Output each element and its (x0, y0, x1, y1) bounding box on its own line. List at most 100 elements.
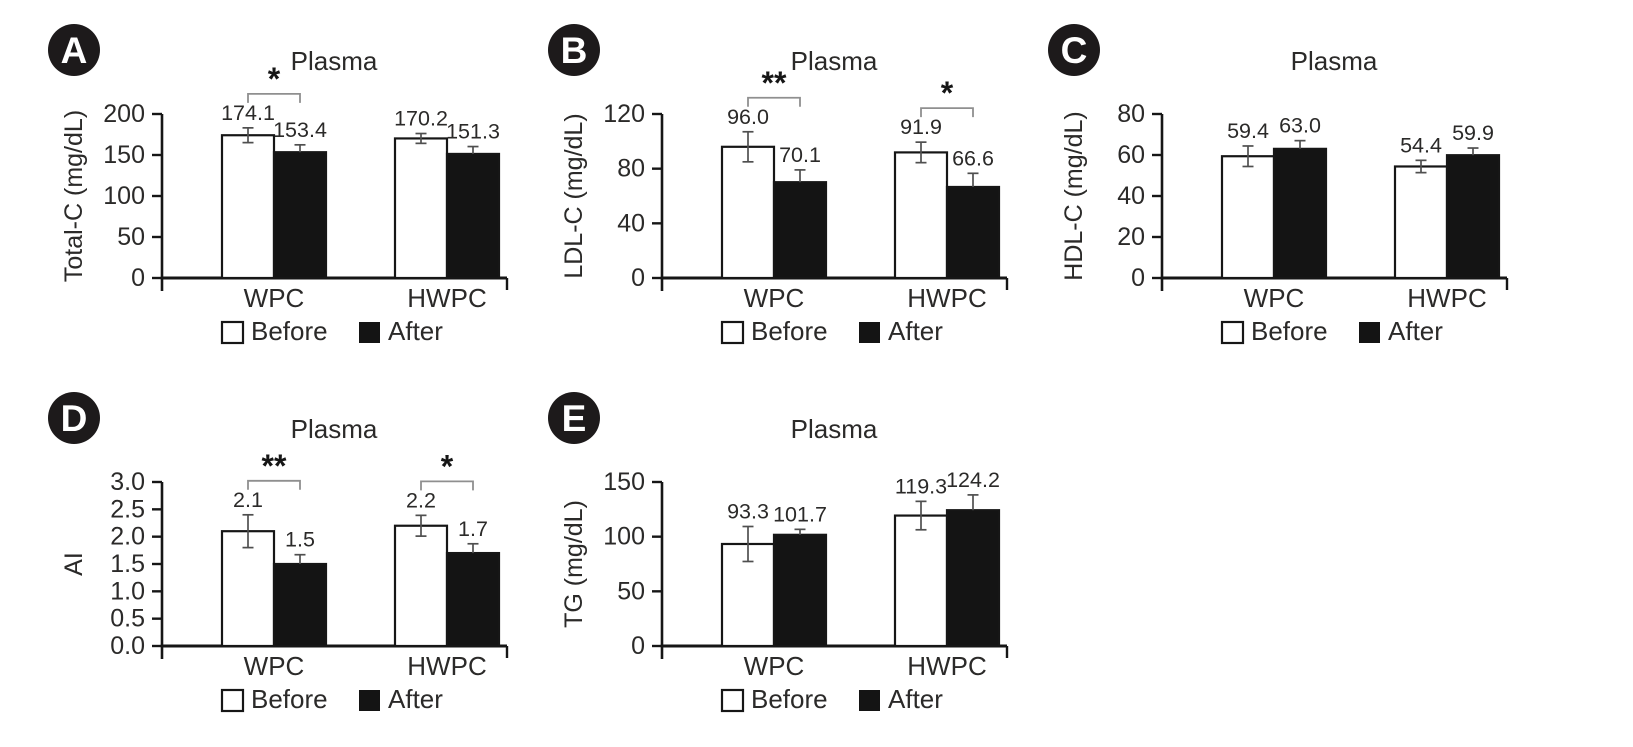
y-tick-label: 60 (1117, 141, 1145, 169)
panel-badge-letter: D (61, 398, 88, 439)
chart-title: Plasma (791, 414, 878, 444)
bar-before-wpc (220, 530, 276, 648)
value-label: 174.1 (221, 101, 275, 125)
value-label: 63.0 (1279, 114, 1321, 138)
legend-swatch-before (220, 320, 245, 345)
panel-a-total-c: A Plasma 0 50 100 150 200 Total-C (mg/dL) 174.1 1… (22, 6, 532, 372)
legend-label-before: Before (751, 684, 828, 714)
legend-label-before: Before (751, 316, 828, 346)
legend-label-before: Before (251, 684, 328, 714)
legend-label-after: After (888, 316, 943, 346)
y-tick-label: 20 (1117, 223, 1145, 251)
y-tick-label: 2.0 (110, 523, 145, 551)
panel-e-tg: E Plasma 0 50 100 150 TG (mg/dL) 93.3 101.7 WPC 11… (522, 374, 1032, 740)
bar-after-wpc (772, 181, 828, 280)
chart-hdl-c: C Plasma 0 20 40 60 80 HDL-C (mg/dL) 59.4 63.0 WPC… (1048, 24, 1509, 346)
panel-badge-letter: B (561, 30, 588, 71)
bar-before-hwpc (893, 514, 949, 648)
chart-title: Plasma (1291, 46, 1378, 76)
bar-after-wpc (772, 533, 828, 648)
bar-after-wpc (272, 151, 328, 280)
chart-title: Plasma (291, 414, 378, 444)
bar-after-wpc (1272, 147, 1328, 280)
panel-b-ldl-c: B Plasma 0 40 80 120 LDL-C (mg/dL) 96.0 70.1 WPC 9… (522, 6, 1032, 372)
significance-bracket (247, 479, 301, 490)
chart-tg: E Plasma 0 50 100 150 TG (mg/dL) 93.3 101.7 WPC 11… (548, 392, 1009, 714)
category-label: WPC (1244, 283, 1305, 313)
y-axis-label: LDL-C (mg/dL) (560, 113, 588, 278)
category-label: HWPC (1407, 283, 1486, 313)
y-tick-label: 150 (103, 141, 145, 169)
y-axis-label: AI (60, 552, 88, 576)
value-label: 170.2 (394, 107, 448, 131)
category-label: HWPC (407, 651, 486, 681)
value-label: 54.4 (1400, 133, 1442, 157)
legend-swatch-after (359, 690, 380, 711)
value-label: 96.0 (727, 105, 769, 129)
y-tick-label: 120 (603, 100, 645, 128)
y-tick-label: 40 (1117, 182, 1145, 210)
bar-after-hwpc (945, 509, 1001, 648)
significance-bracket (247, 92, 301, 103)
category-label: WPC (244, 651, 305, 681)
y-tick-label: 3.0 (110, 468, 145, 496)
significance-marker: * (268, 61, 281, 97)
panel-badge-letter: E (562, 398, 587, 439)
y-tick-label: 0 (631, 264, 645, 292)
category-label: WPC (244, 283, 305, 313)
bar-before-wpc (1220, 155, 1276, 280)
y-tick-label: 0 (1131, 264, 1145, 292)
legend-label-before: Before (251, 316, 328, 346)
bar-after-hwpc (445, 551, 501, 648)
y-tick-label: 50 (117, 223, 145, 251)
bar-after-wpc (272, 562, 328, 648)
panel-badge (1048, 24, 1100, 76)
legend-swatch-before (220, 688, 245, 713)
legend-label-before: Before (1251, 316, 1328, 346)
value-label: 101.7 (773, 502, 827, 526)
significance-marker: ** (262, 448, 287, 484)
chart-ai: D Plasma0.00.51.01.52.02.53.0AI2.11.5WPC2… (48, 392, 509, 714)
panel-c-hdl-c: C Plasma 0 20 40 60 80 HDL-C (mg/dL) 59.4 63.0 WPC… (1022, 6, 1532, 372)
legend-swatch-before (1220, 320, 1245, 345)
y-axis-label: HDL-C (mg/dL) (1060, 111, 1088, 280)
bar-after-hwpc (1445, 154, 1501, 280)
value-label: 151.3 (446, 120, 500, 144)
value-label: 59.4 (1227, 119, 1269, 143)
significance-bracket (920, 107, 974, 118)
y-tick-label: 100 (603, 523, 645, 551)
y-tick-label: 80 (1117, 100, 1145, 128)
y-tick-label: 0 (131, 264, 145, 292)
legend-label-after: After (388, 316, 443, 346)
y-tick-label: 0 (631, 632, 645, 660)
bar-after-hwpc (945, 185, 1001, 280)
y-tick-label: 200 (103, 100, 145, 128)
significance-marker: ** (762, 65, 787, 101)
panel-badge-letter: C (1061, 30, 1088, 71)
bar-before-wpc (220, 134, 276, 280)
y-axis-label: Total-C (mg/dL) (60, 110, 88, 282)
y-tick-label: 1.0 (110, 577, 145, 605)
significance-bracket (747, 96, 801, 107)
y-tick-label: 0.5 (110, 605, 145, 633)
value-label: 66.6 (952, 146, 994, 170)
legend-swatch-after (859, 322, 880, 343)
value-label: 2.1 (233, 488, 263, 512)
panel-badge (548, 392, 600, 444)
legend-label-after: After (388, 684, 443, 714)
panel-badge-letter: A (61, 30, 88, 71)
panel-d-ai: D Plasma 0.0 0.5 1.0 1.5 2.0 2.5 3.0 AI 2.1 1.5 WPC 2… (22, 374, 532, 740)
bar-before-hwpc (893, 151, 949, 280)
legend-swatch-after (359, 322, 380, 343)
y-tick-label: 2.5 (110, 495, 145, 523)
y-tick-label: 100 (103, 182, 145, 210)
chart-ldl-c: B Plasma 0 40 80 120 LDL-C (mg/dL) 96.0 70.1 WPC 9… (548, 24, 1009, 346)
value-label: 91.9 (900, 115, 942, 139)
bar-before-hwpc (393, 137, 449, 280)
panel-badge (48, 24, 100, 76)
bar-before-hwpc (393, 524, 449, 648)
category-label: HWPC (907, 283, 986, 313)
value-label: 93.3 (727, 499, 769, 523)
